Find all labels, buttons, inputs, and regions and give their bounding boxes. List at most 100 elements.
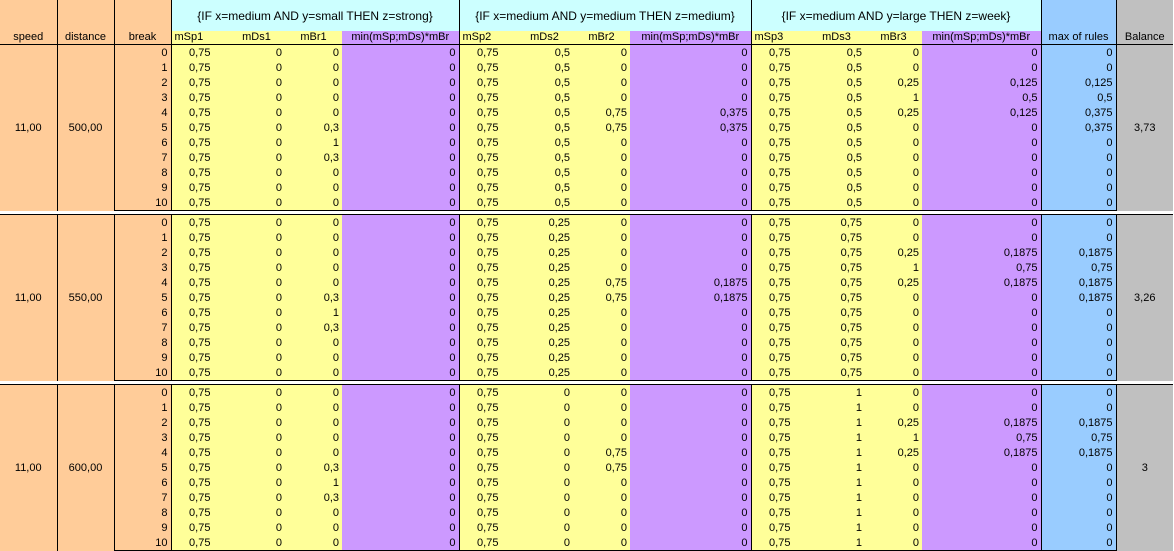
cell-min-1[interactable]: 0 xyxy=(342,214,460,230)
cell-msp3[interactable]: 0,75 xyxy=(751,384,808,400)
cell-mbr3[interactable]: 0 xyxy=(865,290,922,305)
cell-mbr2[interactable]: 0 xyxy=(573,400,630,415)
cell-msp3[interactable]: 0,75 xyxy=(751,415,808,430)
cell-mbr1[interactable]: 0 xyxy=(285,535,342,551)
cell-min-3[interactable]: 0,1875 xyxy=(922,275,1042,290)
cell-mbr3[interactable]: 0 xyxy=(865,230,922,245)
cell-msp2[interactable]: 0,75 xyxy=(459,180,516,195)
header-max-of-rules[interactable]: max of rules xyxy=(1041,31,1117,45)
cell-msp1[interactable]: 0,75 xyxy=(171,105,228,120)
cell-msp3[interactable]: 0,75 xyxy=(751,490,808,505)
cell-min-2[interactable]: 0 xyxy=(630,320,752,335)
cell-mds1[interactable]: 0 xyxy=(228,290,285,305)
cell-msp3[interactable]: 0,75 xyxy=(751,230,808,245)
cell-mds1[interactable]: 0 xyxy=(228,430,285,445)
cell-max-of-rules[interactable]: 0 xyxy=(1041,505,1117,520)
cell-mds3[interactable]: 0,75 xyxy=(808,365,865,381)
cell-msp3[interactable]: 0,75 xyxy=(751,135,808,150)
cell-min-1[interactable]: 0 xyxy=(342,195,460,211)
cell-max-of-rules[interactable]: 0 xyxy=(1041,150,1117,165)
cell-blank[interactable] xyxy=(0,0,58,31)
cell-msp2[interactable]: 0,75 xyxy=(459,44,516,60)
cell-max-of-rules[interactable]: 0 xyxy=(1041,230,1117,245)
cell-mds3[interactable]: 1 xyxy=(808,535,865,551)
cell-msp1[interactable]: 0,75 xyxy=(171,135,228,150)
cell-msp2[interactable]: 0,75 xyxy=(459,400,516,415)
cell-msp3[interactable]: 0,75 xyxy=(751,105,808,120)
cell-min-1[interactable]: 0 xyxy=(342,535,460,551)
cell-mds1[interactable]: 0 xyxy=(228,180,285,195)
cell-mbr2[interactable]: 0,75 xyxy=(573,445,630,460)
cell-mds1[interactable]: 0 xyxy=(228,275,285,290)
header-speed[interactable]: speed xyxy=(0,31,58,45)
cell-mds3[interactable]: 0,5 xyxy=(808,120,865,135)
cell-mbr2[interactable]: 0,75 xyxy=(573,275,630,290)
cell-mbr3[interactable]: 1 xyxy=(865,90,922,105)
cell-break[interactable]: 10 xyxy=(114,195,172,211)
cell-min-2[interactable]: 0,1875 xyxy=(630,275,752,290)
cell-min-1[interactable]: 0 xyxy=(342,430,460,445)
cell-min-2[interactable]: 0 xyxy=(630,44,752,60)
cell-min-2[interactable]: 0 xyxy=(630,384,752,400)
cell-mbr2[interactable]: 0 xyxy=(573,475,630,490)
header-mbr2[interactable]: mBr2 xyxy=(573,31,630,45)
rule-1-header[interactable]: {IF x=medium AND y=small THEN z=strong} xyxy=(171,0,460,31)
cell-break[interactable]: 1 xyxy=(114,60,172,75)
cell-mds2[interactable]: 0 xyxy=(516,520,573,535)
cell-mbr2[interactable]: 0 xyxy=(573,335,630,350)
cell-break[interactable]: 7 xyxy=(114,320,172,335)
cell-mbr1[interactable]: 0 xyxy=(285,90,342,105)
cell-msp1[interactable]: 0,75 xyxy=(171,445,228,460)
cell-mds3[interactable]: 0,75 xyxy=(808,214,865,230)
header-mds2[interactable]: mDs2 xyxy=(516,31,573,45)
cell-mbr3[interactable]: 0 xyxy=(865,365,922,381)
cell-mds2[interactable]: 0,5 xyxy=(516,90,573,105)
cell-mds3[interactable]: 0,5 xyxy=(808,195,865,211)
cell-break[interactable]: 6 xyxy=(114,475,172,490)
cell-mbr1[interactable]: 0 xyxy=(285,245,342,260)
cell-mbr1[interactable]: 0 xyxy=(285,335,342,350)
cell-msp3[interactable]: 0,75 xyxy=(751,180,808,195)
cell-msp1[interactable]: 0,75 xyxy=(171,320,228,335)
cell-break[interactable]: 5 xyxy=(114,120,172,135)
cell-min-3[interactable]: 0 xyxy=(922,180,1042,195)
cell-mds3[interactable]: 0,5 xyxy=(808,90,865,105)
cell-mbr1[interactable]: 0 xyxy=(285,505,342,520)
cell-msp3[interactable]: 0,75 xyxy=(751,260,808,275)
cell-mbr3[interactable]: 0 xyxy=(865,44,922,60)
cell-mbr1[interactable]: 0,3 xyxy=(285,150,342,165)
cell-mbr3[interactable]: 0,25 xyxy=(865,105,922,120)
cell-break[interactable]: 5 xyxy=(114,290,172,305)
cell-max-of-rules[interactable]: 0 xyxy=(1041,195,1117,211)
cell-msp2[interactable]: 0,75 xyxy=(459,505,516,520)
cell-min-1[interactable]: 0 xyxy=(342,275,460,290)
cell-max-of-rules[interactable]: 0,375 xyxy=(1041,105,1117,120)
cell-min-1[interactable]: 0 xyxy=(342,260,460,275)
header-distance[interactable]: distance xyxy=(57,31,115,45)
cell-mbr2[interactable]: 0,75 xyxy=(573,120,630,135)
cell-break[interactable]: 9 xyxy=(114,350,172,365)
cell-msp3[interactable]: 0,75 xyxy=(751,335,808,350)
cell-min-3[interactable]: 0 xyxy=(922,135,1042,150)
cell-min-3[interactable]: 0 xyxy=(922,535,1042,551)
cell-min-2[interactable]: 0 xyxy=(630,335,752,350)
header-mbr3[interactable]: mBr3 xyxy=(865,31,922,45)
cell-max-of-rules[interactable]: 0,5 xyxy=(1041,90,1117,105)
cell-max-of-rules[interactable]: 0 xyxy=(1041,320,1117,335)
rule-2-header[interactable]: {IF x=medium AND y=medium THEN z=medium} xyxy=(459,0,752,31)
cell-max-of-rules[interactable]: 0 xyxy=(1041,535,1117,551)
cell-max-of-rules[interactable]: 0,125 xyxy=(1041,75,1117,90)
cell-mbr1[interactable]: 0 xyxy=(285,365,342,381)
cell-mds3[interactable]: 1 xyxy=(808,475,865,490)
cell-min-3[interactable]: 0 xyxy=(922,305,1042,320)
cell-msp3[interactable]: 0,75 xyxy=(751,460,808,475)
cell-min-3[interactable]: 0 xyxy=(922,60,1042,75)
cell-max-of-rules[interactable]: 0 xyxy=(1041,135,1117,150)
cell-msp2[interactable]: 0,75 xyxy=(459,365,516,381)
cell-mds3[interactable]: 0,75 xyxy=(808,260,865,275)
cell-break[interactable]: 8 xyxy=(114,505,172,520)
cell-msp1[interactable]: 0,75 xyxy=(171,165,228,180)
cell-msp1[interactable]: 0,75 xyxy=(171,230,228,245)
cell-mds1[interactable]: 0 xyxy=(228,165,285,180)
cell-min-1[interactable]: 0 xyxy=(342,460,460,475)
